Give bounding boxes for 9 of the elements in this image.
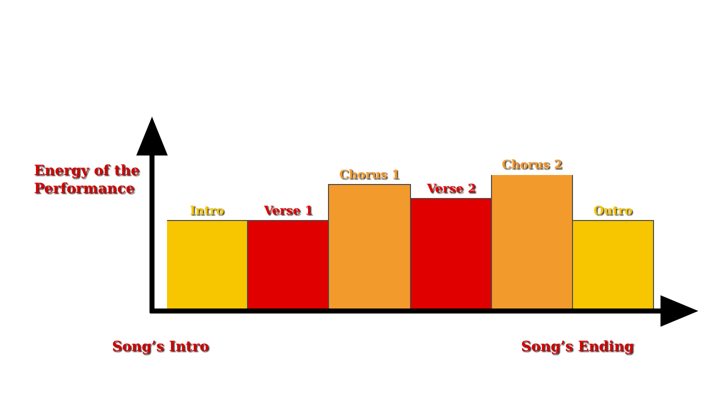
y-axis-title: Energy of the Performance	[34, 163, 140, 198]
x-tick-label: Intro	[190, 204, 224, 218]
x-tick-label: Verse 2	[426, 182, 476, 196]
x-tick-label: Chorus 2	[502, 158, 562, 172]
x-tick-label: Verse 1	[262, 204, 314, 218]
x-tick-label: Chorus 1	[339, 168, 400, 182]
text: Song’s Ending	[521, 339, 634, 355]
text: Song’s Intro	[112, 339, 209, 355]
x-tick-label: Outro	[593, 204, 633, 218]
